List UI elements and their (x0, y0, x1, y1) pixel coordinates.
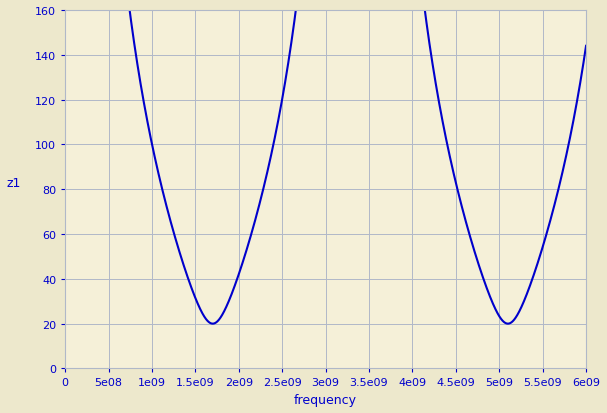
Y-axis label: z1: z1 (7, 177, 21, 190)
X-axis label: frequency: frequency (294, 393, 357, 406)
